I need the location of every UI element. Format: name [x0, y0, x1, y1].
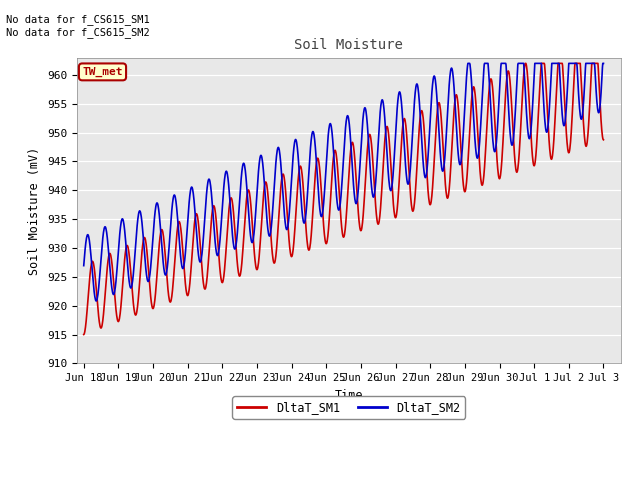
- Line: DltaT_SM2: DltaT_SM2: [84, 63, 604, 301]
- DltaT_SM2: [80, 263, 88, 268]
- Legend: DltaT_SM1, DltaT_SM2: DltaT_SM1, DltaT_SM2: [232, 396, 465, 419]
- Title: Soil Moisture: Soil Moisture: [294, 38, 403, 52]
- DltaT_SM1: [321, 231, 328, 237]
- DltaT_SM1: [80, 332, 88, 337]
- DltaT_SM1: [141, 236, 149, 241]
- DltaT_SM2: [141, 262, 149, 268]
- DltaT_SM1: [600, 137, 607, 143]
- DltaT_SM2: [92, 298, 100, 304]
- DltaT_SM1: [376, 216, 383, 222]
- Text: TW_met: TW_met: [82, 67, 123, 77]
- DltaT_SM2: [312, 144, 319, 150]
- DltaT_SM2: [600, 60, 607, 66]
- DltaT_SM1: [311, 175, 319, 181]
- X-axis label: Time: Time: [335, 389, 363, 402]
- Line: DltaT_SM1: DltaT_SM1: [84, 63, 604, 335]
- DltaT_SM2: [321, 186, 328, 192]
- DltaT_SM2: [376, 114, 383, 120]
- DltaT_SM2: [301, 219, 308, 225]
- Text: No data for f_CS615_SM1
No data for f_CS615_SM2: No data for f_CS615_SM1 No data for f_CS…: [6, 14, 150, 38]
- DltaT_SM1: [522, 60, 529, 66]
- Y-axis label: Soil Moisture (mV): Soil Moisture (mV): [28, 146, 41, 275]
- DltaT_SM1: [120, 264, 128, 270]
- DltaT_SM2: [464, 60, 472, 66]
- DltaT_SM1: [300, 199, 308, 205]
- DltaT_SM2: [120, 224, 128, 230]
